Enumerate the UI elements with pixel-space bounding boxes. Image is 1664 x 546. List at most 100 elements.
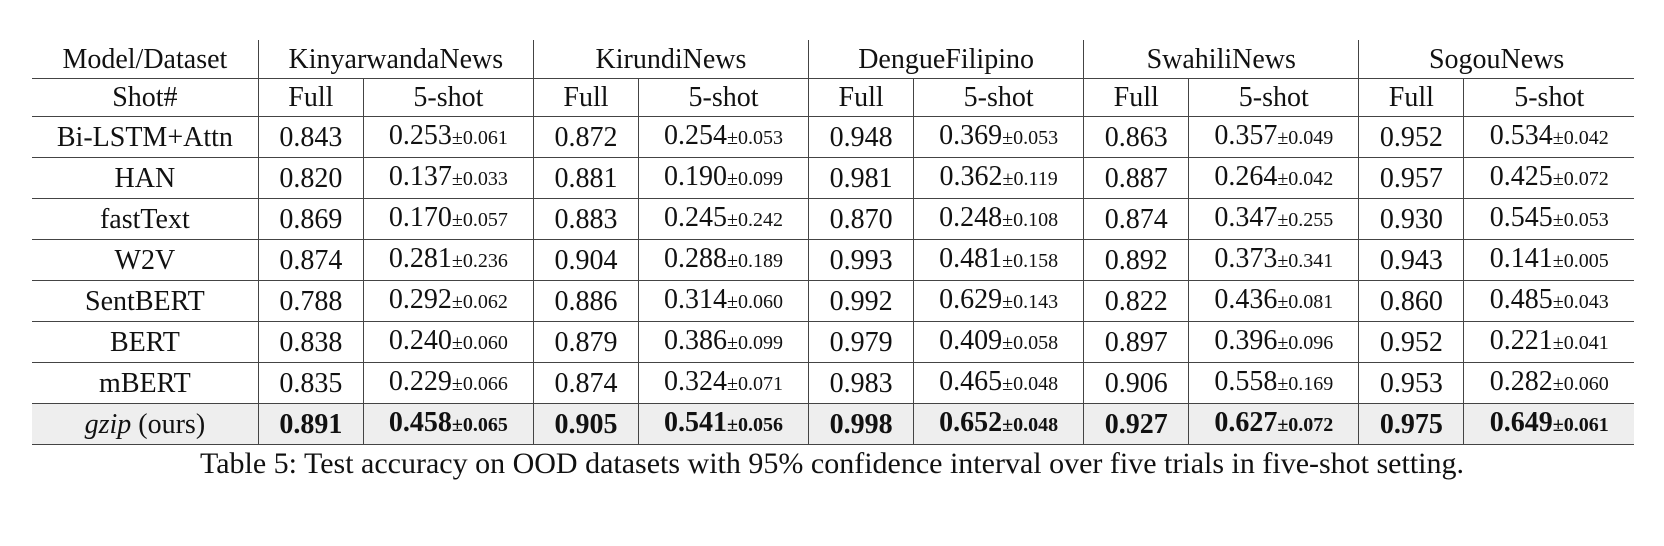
confidence-interval: ±0.060	[1552, 373, 1609, 395]
five-shot-cell: 0.481±0.158	[913, 239, 1084, 281]
confidence-interval: ±0.255	[1277, 209, 1334, 231]
confidence-interval: ±0.066	[451, 373, 508, 395]
five-shot-cell: 0.396±0.096	[1188, 321, 1359, 363]
shot-header-five: 5-shot	[913, 78, 1084, 117]
confidence-interval: ±0.119	[1002, 168, 1058, 190]
five-shot-score: 0.190	[664, 161, 728, 192]
full-score-cell: 0.820	[257, 157, 364, 199]
full-score-cell: 0.998	[808, 403, 914, 445]
five-shot-cell: 0.362±0.119	[913, 157, 1084, 199]
five-shot-score: 0.545	[1489, 202, 1553, 233]
results-table: Model/Dataset KinyarwandaNews KirundiNew…	[32, 40, 1634, 445]
model-name-ours: gzip (ours)	[32, 403, 259, 445]
model-name: W2V	[32, 239, 259, 281]
shot-header-five: 5-shot	[1188, 78, 1359, 117]
five-shot-cell: 0.240±0.060	[362, 321, 534, 363]
full-score-cell: 0.879	[532, 321, 639, 363]
full-score-cell: 0.975	[1358, 403, 1464, 445]
full-score-cell: 0.992	[808, 280, 914, 322]
table-row: W2V 0.874 0.281±0.236 0.904 0.288±0.189 0.993…	[32, 239, 1634, 281]
five-shot-cell: 0.369±0.053	[913, 116, 1084, 158]
five-shot-cell: 0.292±0.062	[362, 280, 534, 322]
five-shot-score: 0.141	[1489, 243, 1553, 274]
full-score-cell: 0.957	[1358, 157, 1464, 199]
full-score-cell: 0.872	[532, 116, 639, 158]
shot-header-full: Full	[1358, 78, 1464, 117]
shot-corner-header: Shot#	[32, 78, 259, 117]
confidence-interval: ±0.099	[727, 332, 784, 354]
confidence-interval: ±0.049	[1277, 127, 1334, 149]
five-shot-cell: 0.629±0.143	[913, 280, 1084, 322]
five-shot-score: 0.396	[1214, 325, 1278, 356]
model-name-italic: gzip	[84, 408, 132, 440]
full-score-cell: 0.948	[808, 116, 914, 158]
shot-header-five: 5-shot	[638, 78, 809, 117]
full-score-cell: 0.788	[257, 280, 364, 322]
full-score-cell: 0.953	[1358, 362, 1464, 404]
confidence-interval: ±0.072	[1277, 414, 1334, 436]
five-shot-cell: 0.170±0.057	[362, 198, 534, 240]
five-shot-cell: 0.248±0.108	[913, 198, 1084, 240]
confidence-interval: ±0.099	[727, 168, 784, 190]
five-shot-cell: 0.409±0.058	[913, 321, 1084, 363]
model-name: Bi-LSTM+Attn	[32, 116, 259, 158]
full-score-cell: 0.874	[532, 362, 639, 404]
confidence-interval: ±0.053	[1002, 127, 1059, 149]
five-shot-cell: 0.485±0.043	[1463, 280, 1634, 322]
five-shot-cell: 0.141±0.005	[1463, 239, 1634, 281]
full-score-cell: 0.904	[532, 239, 639, 281]
shot-header-full: Full	[808, 78, 914, 117]
table-caption: Table 5: Test accuracy on OOD datasets w…	[199, 447, 1464, 480]
dataset-header: SogouNews	[1358, 40, 1634, 79]
corner-header: Model/Dataset	[32, 40, 259, 79]
full-score-cell: 0.822	[1083, 280, 1189, 322]
full-score-cell: 0.981	[808, 157, 914, 199]
full-score-cell: 0.993	[808, 239, 914, 281]
five-shot-score: 0.481	[939, 243, 1003, 274]
five-shot-cell: 0.627±0.072	[1188, 403, 1359, 445]
full-score-cell: 0.886	[532, 280, 639, 322]
five-shot-cell: 0.245±0.242	[638, 198, 809, 240]
shot-header-full: Full	[257, 78, 364, 117]
full-score-cell: 0.927	[1083, 403, 1189, 445]
five-shot-cell: 0.458±0.065	[362, 403, 534, 445]
five-shot-score: 0.240	[388, 325, 452, 356]
dataset-header: SwahiliNews	[1083, 40, 1359, 79]
confidence-interval: ±0.043	[1552, 291, 1609, 313]
five-shot-cell: 0.190±0.099	[638, 157, 809, 199]
five-shot-score: 0.137	[388, 161, 452, 192]
five-shot-score: 0.347	[1214, 202, 1278, 233]
five-shot-score: 0.245	[664, 202, 728, 233]
five-shot-cell: 0.357±0.049	[1188, 116, 1359, 158]
full-score-cell: 0.979	[808, 321, 914, 363]
shot-header-full: Full	[1083, 78, 1189, 117]
five-shot-score: 0.386	[664, 325, 728, 356]
shot-header-five: 5-shot	[362, 78, 534, 117]
confidence-interval: ±0.081	[1277, 291, 1334, 313]
model-name: SentBERT	[32, 280, 259, 322]
confidence-interval: ±0.048	[1002, 414, 1059, 436]
full-score-cell: 0.930	[1358, 198, 1464, 240]
full-score-cell: 0.874	[257, 239, 364, 281]
five-shot-cell: 0.649±0.061	[1463, 403, 1634, 445]
confidence-interval: ±0.042	[1552, 127, 1609, 149]
confidence-interval: ±0.048	[1002, 373, 1059, 395]
five-shot-cell: 0.425±0.072	[1463, 157, 1634, 199]
table-row: fastText 0.869 0.170±0.057 0.883 0.245±0.242…	[32, 198, 1634, 240]
confidence-interval: ±0.096	[1277, 332, 1334, 354]
five-shot-cell: 0.221±0.041	[1463, 321, 1634, 363]
confidence-interval: ±0.242	[727, 209, 784, 231]
full-score-cell: 0.906	[1083, 362, 1189, 404]
confidence-interval: ±0.341	[1277, 250, 1334, 272]
table-row: Bi-LSTM+Attn 0.843 0.253±0.061 0.872 0.254±0…	[32, 116, 1634, 158]
five-shot-score: 0.409	[939, 325, 1003, 356]
confidence-interval: ±0.189	[727, 250, 784, 272]
confidence-interval: ±0.053	[1552, 209, 1609, 231]
full-score-cell: 0.843	[257, 116, 364, 158]
five-shot-cell: 0.436±0.081	[1188, 280, 1359, 322]
five-shot-score: 0.314	[664, 284, 728, 315]
confidence-interval: ±0.065	[451, 414, 508, 436]
five-shot-cell: 0.545±0.053	[1463, 198, 1634, 240]
five-shot-cell: 0.253±0.061	[362, 116, 534, 158]
full-score-cell: 0.869	[257, 198, 364, 240]
